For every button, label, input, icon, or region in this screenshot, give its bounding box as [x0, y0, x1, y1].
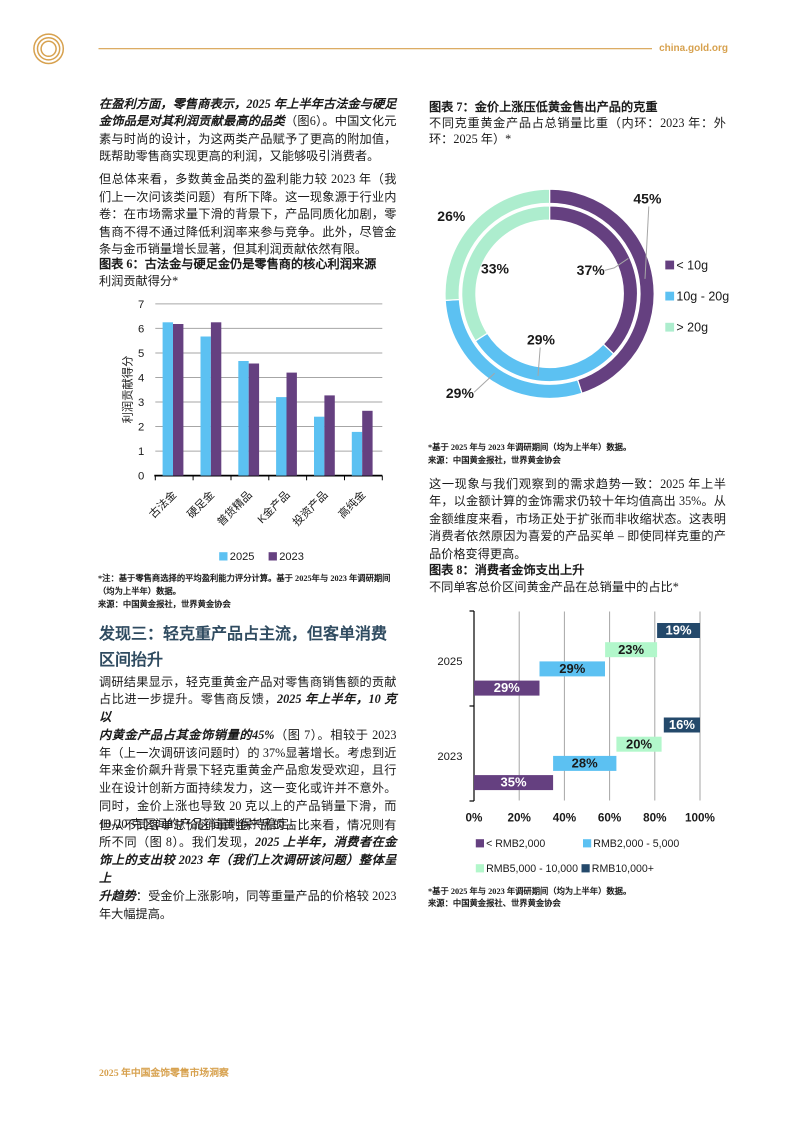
svg-text:2025: 2025 — [230, 551, 255, 563]
svg-text:利润贡献得分: 利润贡献得分 — [121, 356, 135, 424]
svg-text:2: 2 — [138, 422, 144, 434]
svg-text:硬足金: 硬足金 — [184, 488, 217, 521]
svg-text:100%: 100% — [685, 811, 716, 824]
svg-text:6: 6 — [138, 323, 144, 335]
svg-text:2025: 2025 — [437, 656, 462, 668]
svg-text:29%: 29% — [559, 661, 585, 676]
svg-text:古法金: 古法金 — [146, 488, 179, 521]
svg-text:RMB2,000 - 5,000: RMB2,000 - 5,000 — [593, 838, 679, 850]
svg-text:普货精品: 普货精品 — [214, 488, 255, 529]
svg-text:0%: 0% — [466, 811, 484, 824]
svg-text:RMB10,000+: RMB10,000+ — [592, 863, 654, 875]
svg-text:5: 5 — [138, 348, 144, 360]
svg-text:16%: 16% — [669, 717, 695, 732]
svg-text:7: 7 — [138, 299, 144, 311]
svg-text:2023: 2023 — [279, 551, 304, 563]
svg-text:> 20g: > 20g — [676, 321, 708, 335]
svg-text:26%: 26% — [437, 208, 466, 224]
svg-text:10g - 20g: 10g - 20g — [676, 290, 729, 304]
svg-text:< RMB2,000: < RMB2,000 — [486, 838, 545, 850]
svg-text:29%: 29% — [527, 332, 556, 348]
svg-text:2023: 2023 — [437, 751, 462, 763]
svg-text:23%: 23% — [618, 642, 644, 657]
svg-text:1: 1 — [138, 446, 144, 458]
svg-text:3: 3 — [138, 397, 144, 409]
svg-text:RMB5,000 - 10,000: RMB5,000 - 10,000 — [486, 863, 578, 875]
svg-text:40%: 40% — [553, 811, 577, 824]
svg-text:20%: 20% — [507, 811, 531, 824]
svg-text:45%: 45% — [633, 191, 662, 207]
svg-text:29%: 29% — [446, 385, 475, 401]
svg-text:19%: 19% — [665, 623, 691, 638]
svg-text:< 10g: < 10g — [676, 258, 708, 272]
svg-text:0: 0 — [138, 471, 144, 483]
svg-text:33%: 33% — [481, 261, 510, 277]
svg-text:28%: 28% — [572, 756, 598, 771]
svg-text:K金产品: K金产品 — [254, 488, 292, 526]
svg-text:高纯金: 高纯金 — [335, 488, 368, 521]
svg-text:4: 4 — [138, 373, 144, 385]
svg-text:60%: 60% — [598, 811, 622, 824]
svg-text:80%: 80% — [643, 811, 667, 824]
svg-text:投资产品: 投资产品 — [290, 488, 331, 529]
svg-text:35%: 35% — [500, 775, 526, 790]
svg-text:37%: 37% — [577, 262, 606, 278]
svg-text:29%: 29% — [494, 680, 520, 695]
svg-text:20%: 20% — [626, 736, 652, 751]
